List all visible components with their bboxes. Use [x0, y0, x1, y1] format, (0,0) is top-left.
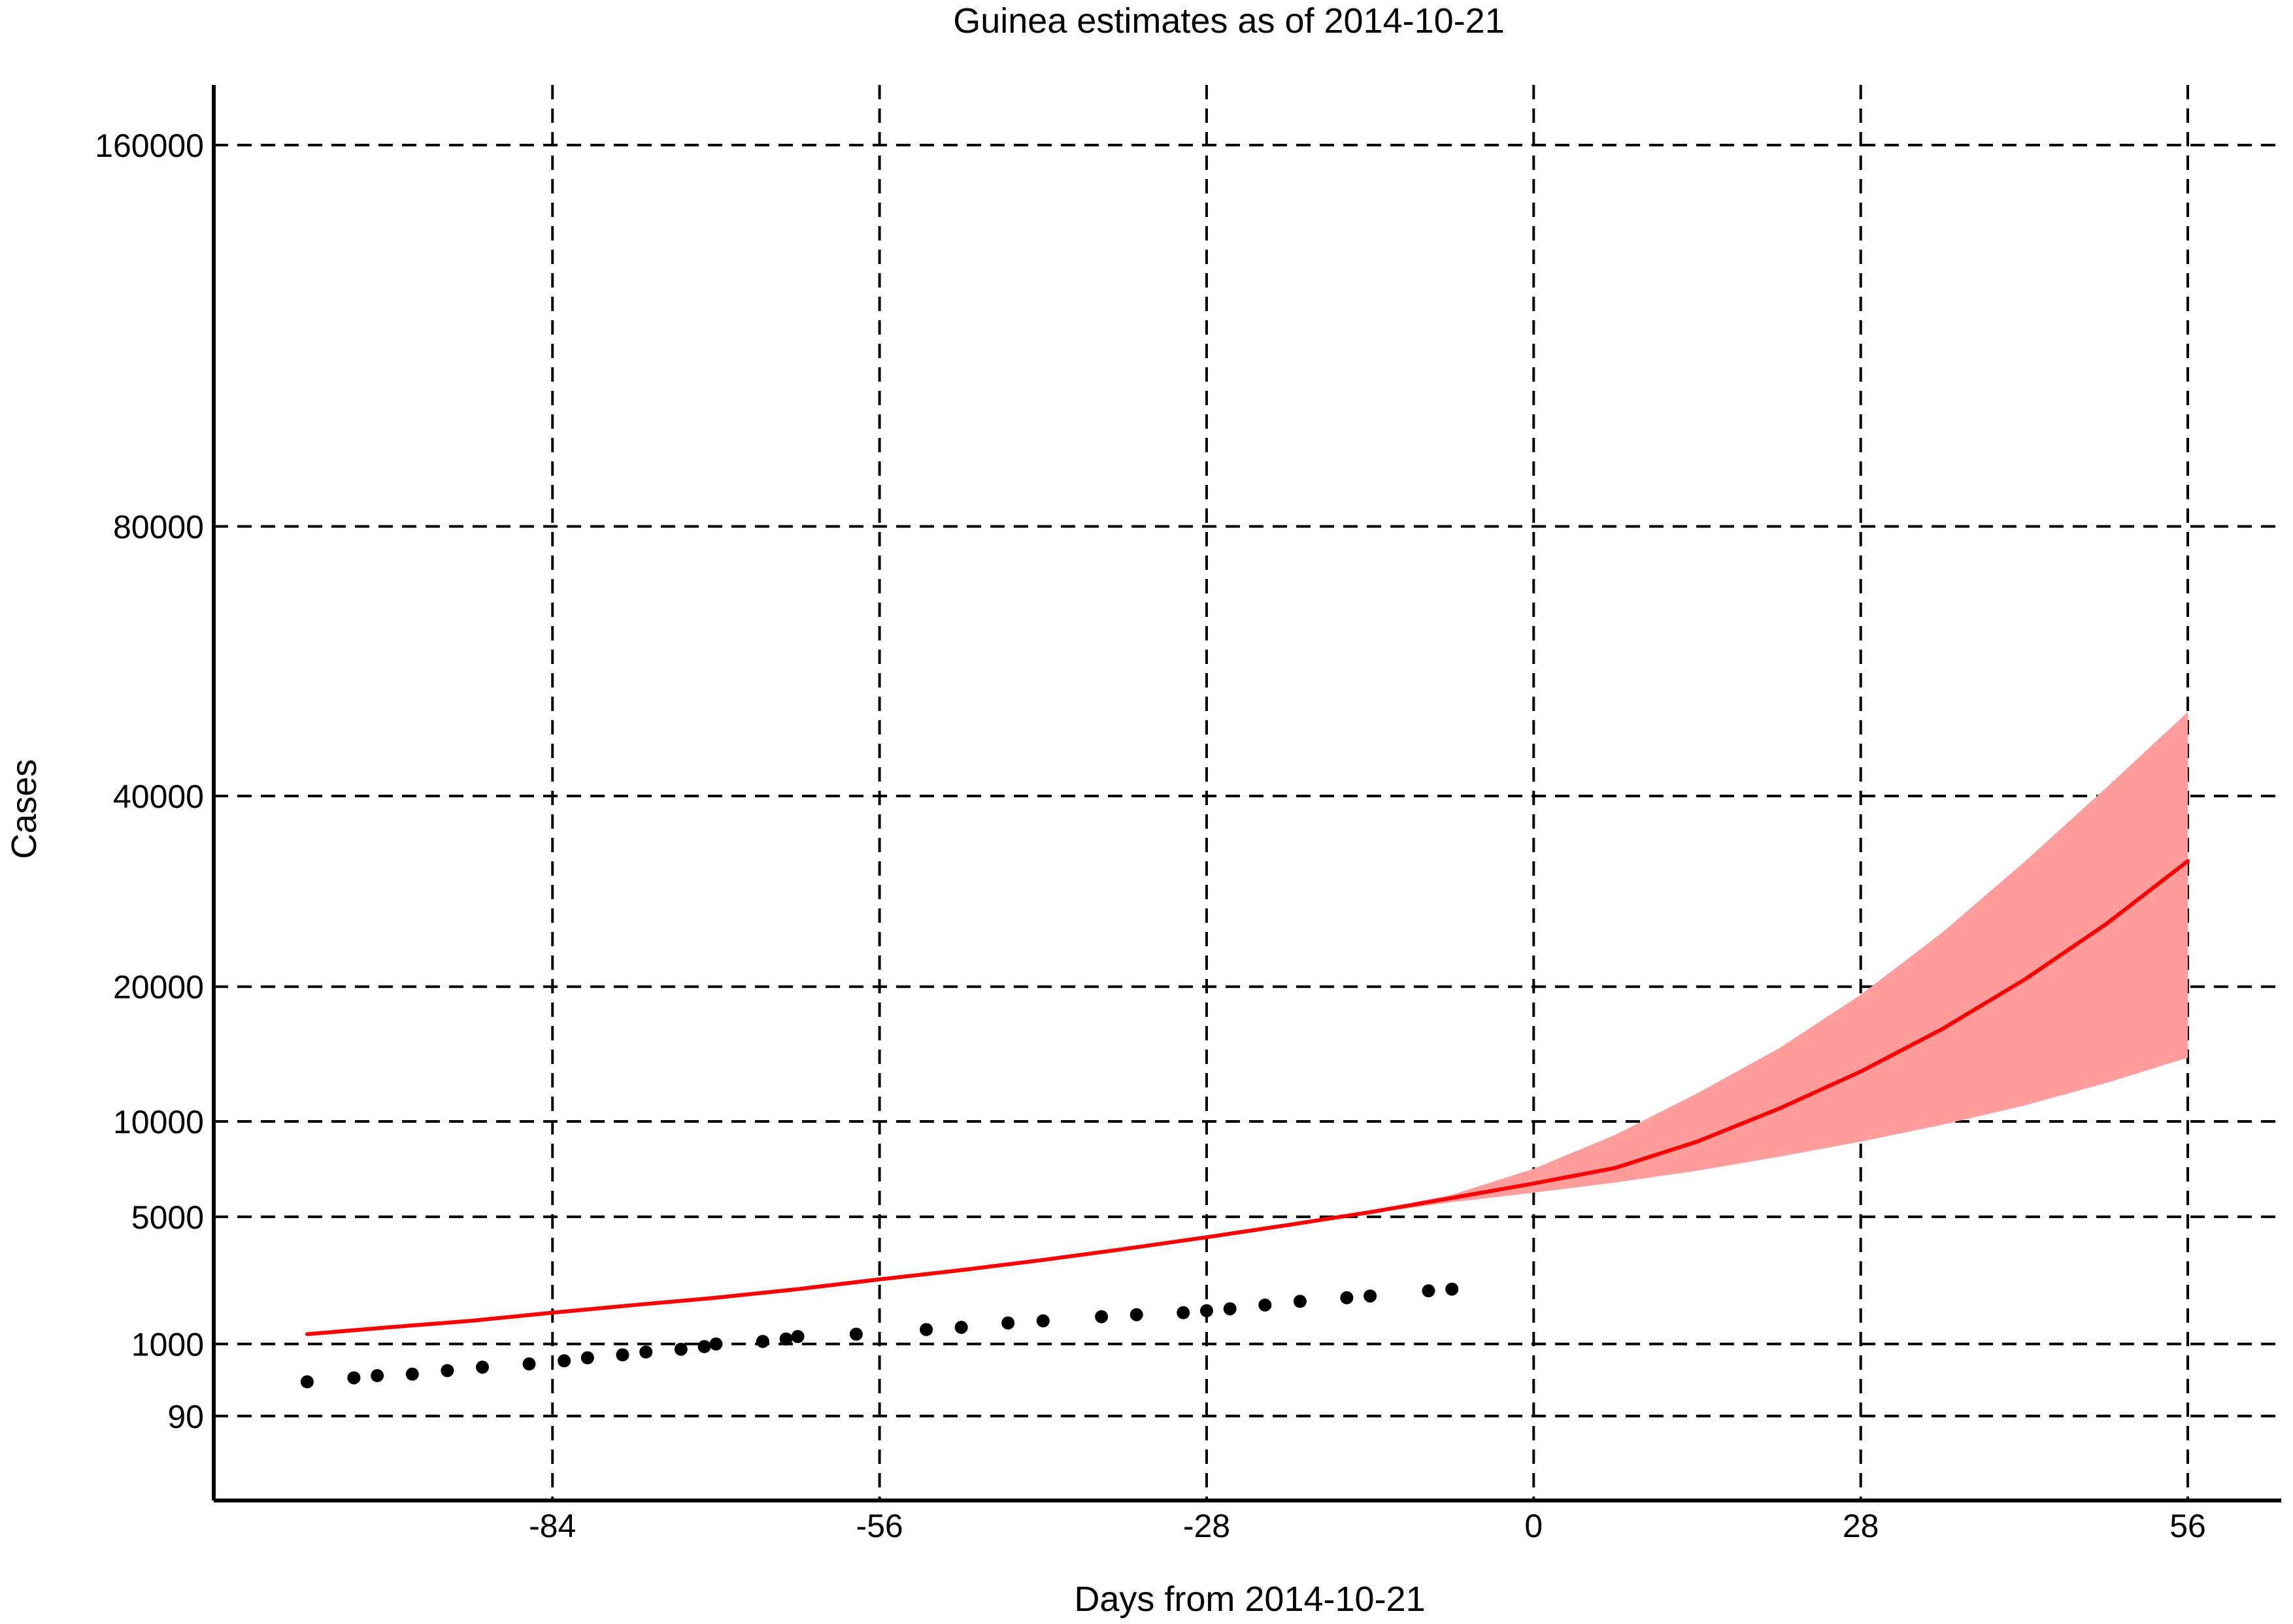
data-point-2: [347, 1371, 361, 1385]
data-point-3: [371, 1368, 384, 1382]
data-point-19: [920, 1323, 933, 1336]
y-tick-label-80000: 80000: [113, 508, 204, 545]
y-tick-label-160000: 160000: [95, 127, 204, 164]
data-point-30: [1340, 1291, 1354, 1304]
data-point-29: [1293, 1295, 1307, 1308]
x-tick-label-56: 56: [2169, 1508, 2206, 1544]
data-point-16: [779, 1332, 793, 1346]
y-tick-label-90: 90: [167, 1399, 204, 1435]
y-tick-label-20000: 20000: [113, 969, 204, 1006]
points-layer: [300, 1282, 1459, 1389]
estimate-line: [305, 859, 2190, 1336]
data-point-25: [1177, 1306, 1190, 1319]
line-layer: [305, 859, 2190, 1336]
y-axis-title: Cases: [5, 759, 44, 859]
data-point-9: [580, 1351, 594, 1365]
y-tick-label-5000: 5000: [131, 1199, 204, 1236]
x-tick-label--84: -84: [529, 1508, 576, 1544]
data-point-24: [1130, 1308, 1143, 1321]
data-point-7: [522, 1357, 536, 1371]
data-point-20: [954, 1321, 968, 1334]
band-layer: [307, 712, 2188, 1334]
data-point-22: [1036, 1314, 1050, 1328]
data-point-17: [791, 1330, 805, 1344]
data-point-33: [1445, 1282, 1459, 1296]
data-point-5: [441, 1364, 454, 1378]
data-point-31: [1364, 1289, 1377, 1303]
data-point-13: [697, 1340, 711, 1353]
x-axis-title: Days from 2014-10-21: [1074, 1580, 1425, 1619]
x-tick-label-28: 28: [1843, 1508, 1879, 1544]
data-point-1: [300, 1375, 314, 1389]
confidence-band: [307, 712, 2188, 1334]
data-point-26: [1199, 1304, 1213, 1317]
x-tick-label-0: 0: [1524, 1508, 1543, 1544]
tick-label-layer: -84 -56 -28 0 28 56 90 1000 5000 10000 20000 40000 8…: [95, 127, 2206, 1544]
y-tick-label-10000: 10000: [113, 1104, 204, 1140]
data-point-21: [1001, 1316, 1015, 1330]
data-point-18: [849, 1327, 863, 1341]
data-point-14: [709, 1337, 723, 1351]
grid-layer: [214, 85, 2281, 1500]
x-tick-label--56: -56: [856, 1508, 903, 1544]
data-point-10: [616, 1348, 629, 1362]
data-point-6: [476, 1361, 490, 1374]
y-tick-label-1000: 1000: [131, 1327, 204, 1363]
data-point-11: [639, 1345, 653, 1359]
y-tick-label-40000: 40000: [113, 778, 204, 815]
data-point-8: [558, 1354, 571, 1368]
axis-layer: [212, 85, 2281, 1502]
chart-title: Guinea estimates as of 2014-10-21: [953, 1, 1505, 41]
data-point-23: [1095, 1310, 1109, 1323]
data-point-15: [756, 1334, 769, 1348]
data-point-27: [1223, 1302, 1237, 1316]
data-point-28: [1258, 1298, 1272, 1312]
data-point-12: [674, 1342, 688, 1356]
data-point-4: [405, 1367, 419, 1381]
x-tick-label--28: -28: [1183, 1508, 1230, 1544]
data-point-32: [1422, 1284, 1435, 1298]
